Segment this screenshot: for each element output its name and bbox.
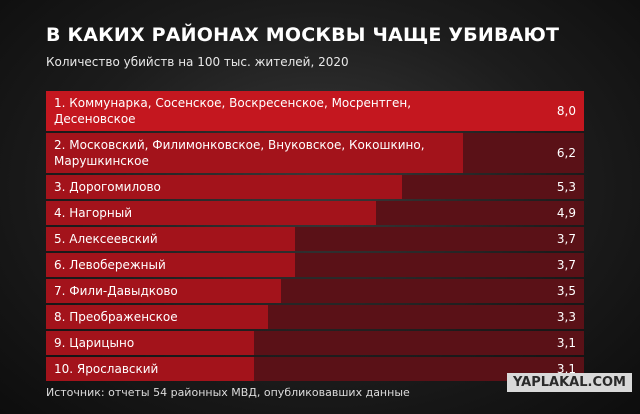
bar-row: 4. Нагорный 4,9 bbox=[46, 201, 584, 225]
bar-row: 8. Преображенское 3,3 bbox=[46, 305, 584, 329]
bar bbox=[46, 305, 268, 329]
category-label: 4. Нагорный bbox=[54, 206, 133, 220]
value-label: 3,5 bbox=[556, 284, 576, 298]
source-note: Источник: отчеты 54 районных МВД, опубли… bbox=[46, 386, 410, 399]
chart-subtitle: Количество убийств на 100 тыс. жителей, … bbox=[46, 55, 349, 69]
value-label: 8,0 bbox=[556, 104, 576, 118]
bar-row: 6. Левобережный 3,7 bbox=[46, 253, 584, 277]
bar bbox=[46, 331, 255, 355]
category-label: 3. Дорогомилово bbox=[54, 180, 161, 194]
bar-row: 1. Коммунарка, Сосенское, Воскресенское,… bbox=[46, 91, 584, 131]
category-label: 7. Фили-Давыдково bbox=[54, 284, 178, 298]
bar bbox=[46, 279, 282, 303]
value-label: 3,1 bbox=[556, 336, 576, 350]
category-label: 9. Царицыно bbox=[54, 336, 135, 350]
bar bbox=[46, 357, 255, 381]
bar-row: 10. Ярославский 3,1 bbox=[46, 357, 584, 381]
value-label: 3,7 bbox=[556, 258, 576, 272]
value-label: 4,9 bbox=[556, 206, 576, 220]
value-label: 3,1 bbox=[556, 362, 576, 376]
bar-row: 3. Дорогомилово 5,3 bbox=[46, 175, 584, 199]
bar-list: 1. Коммунарка, Сосенское, Воскресенское,… bbox=[46, 91, 584, 383]
bar bbox=[46, 201, 376, 225]
value-label: 3,3 bbox=[556, 310, 576, 324]
bar bbox=[46, 227, 295, 251]
bar-row: 7. Фили-Давыдково 3,5 bbox=[46, 279, 584, 303]
bar-row: 5. Алексеевский 3,7 bbox=[46, 227, 584, 251]
bar-row: 9. Царицыно 3,1 bbox=[46, 331, 584, 355]
category-label: 10. Ярославский bbox=[54, 362, 159, 376]
value-label: 3,7 bbox=[556, 232, 576, 246]
bar bbox=[46, 91, 584, 131]
category-label: 8. Преображенское bbox=[54, 310, 178, 324]
bar bbox=[46, 253, 295, 277]
chart-title: В КАКИХ РАЙОНАХ МОСКВЫ ЧАЩЕ УБИВАЮТ bbox=[46, 24, 560, 46]
category-label: 1. Коммунарка, Сосенское, Воскресенское,… bbox=[54, 96, 412, 126]
value-label: 6,2 bbox=[556, 146, 576, 160]
category-label: 6. Левобережный bbox=[54, 258, 166, 272]
value-label: 5,3 bbox=[556, 180, 576, 194]
category-label: 5. Алексеевский bbox=[54, 232, 158, 246]
bar bbox=[46, 175, 403, 199]
bar-row: 2. Московский, Филимонковское, Внуковско… bbox=[46, 133, 584, 173]
bar bbox=[46, 133, 463, 173]
watermark: YAPLAKAL.COM bbox=[507, 373, 632, 392]
category-label: 2. Московский, Филимонковское, Внуковско… bbox=[54, 138, 425, 168]
